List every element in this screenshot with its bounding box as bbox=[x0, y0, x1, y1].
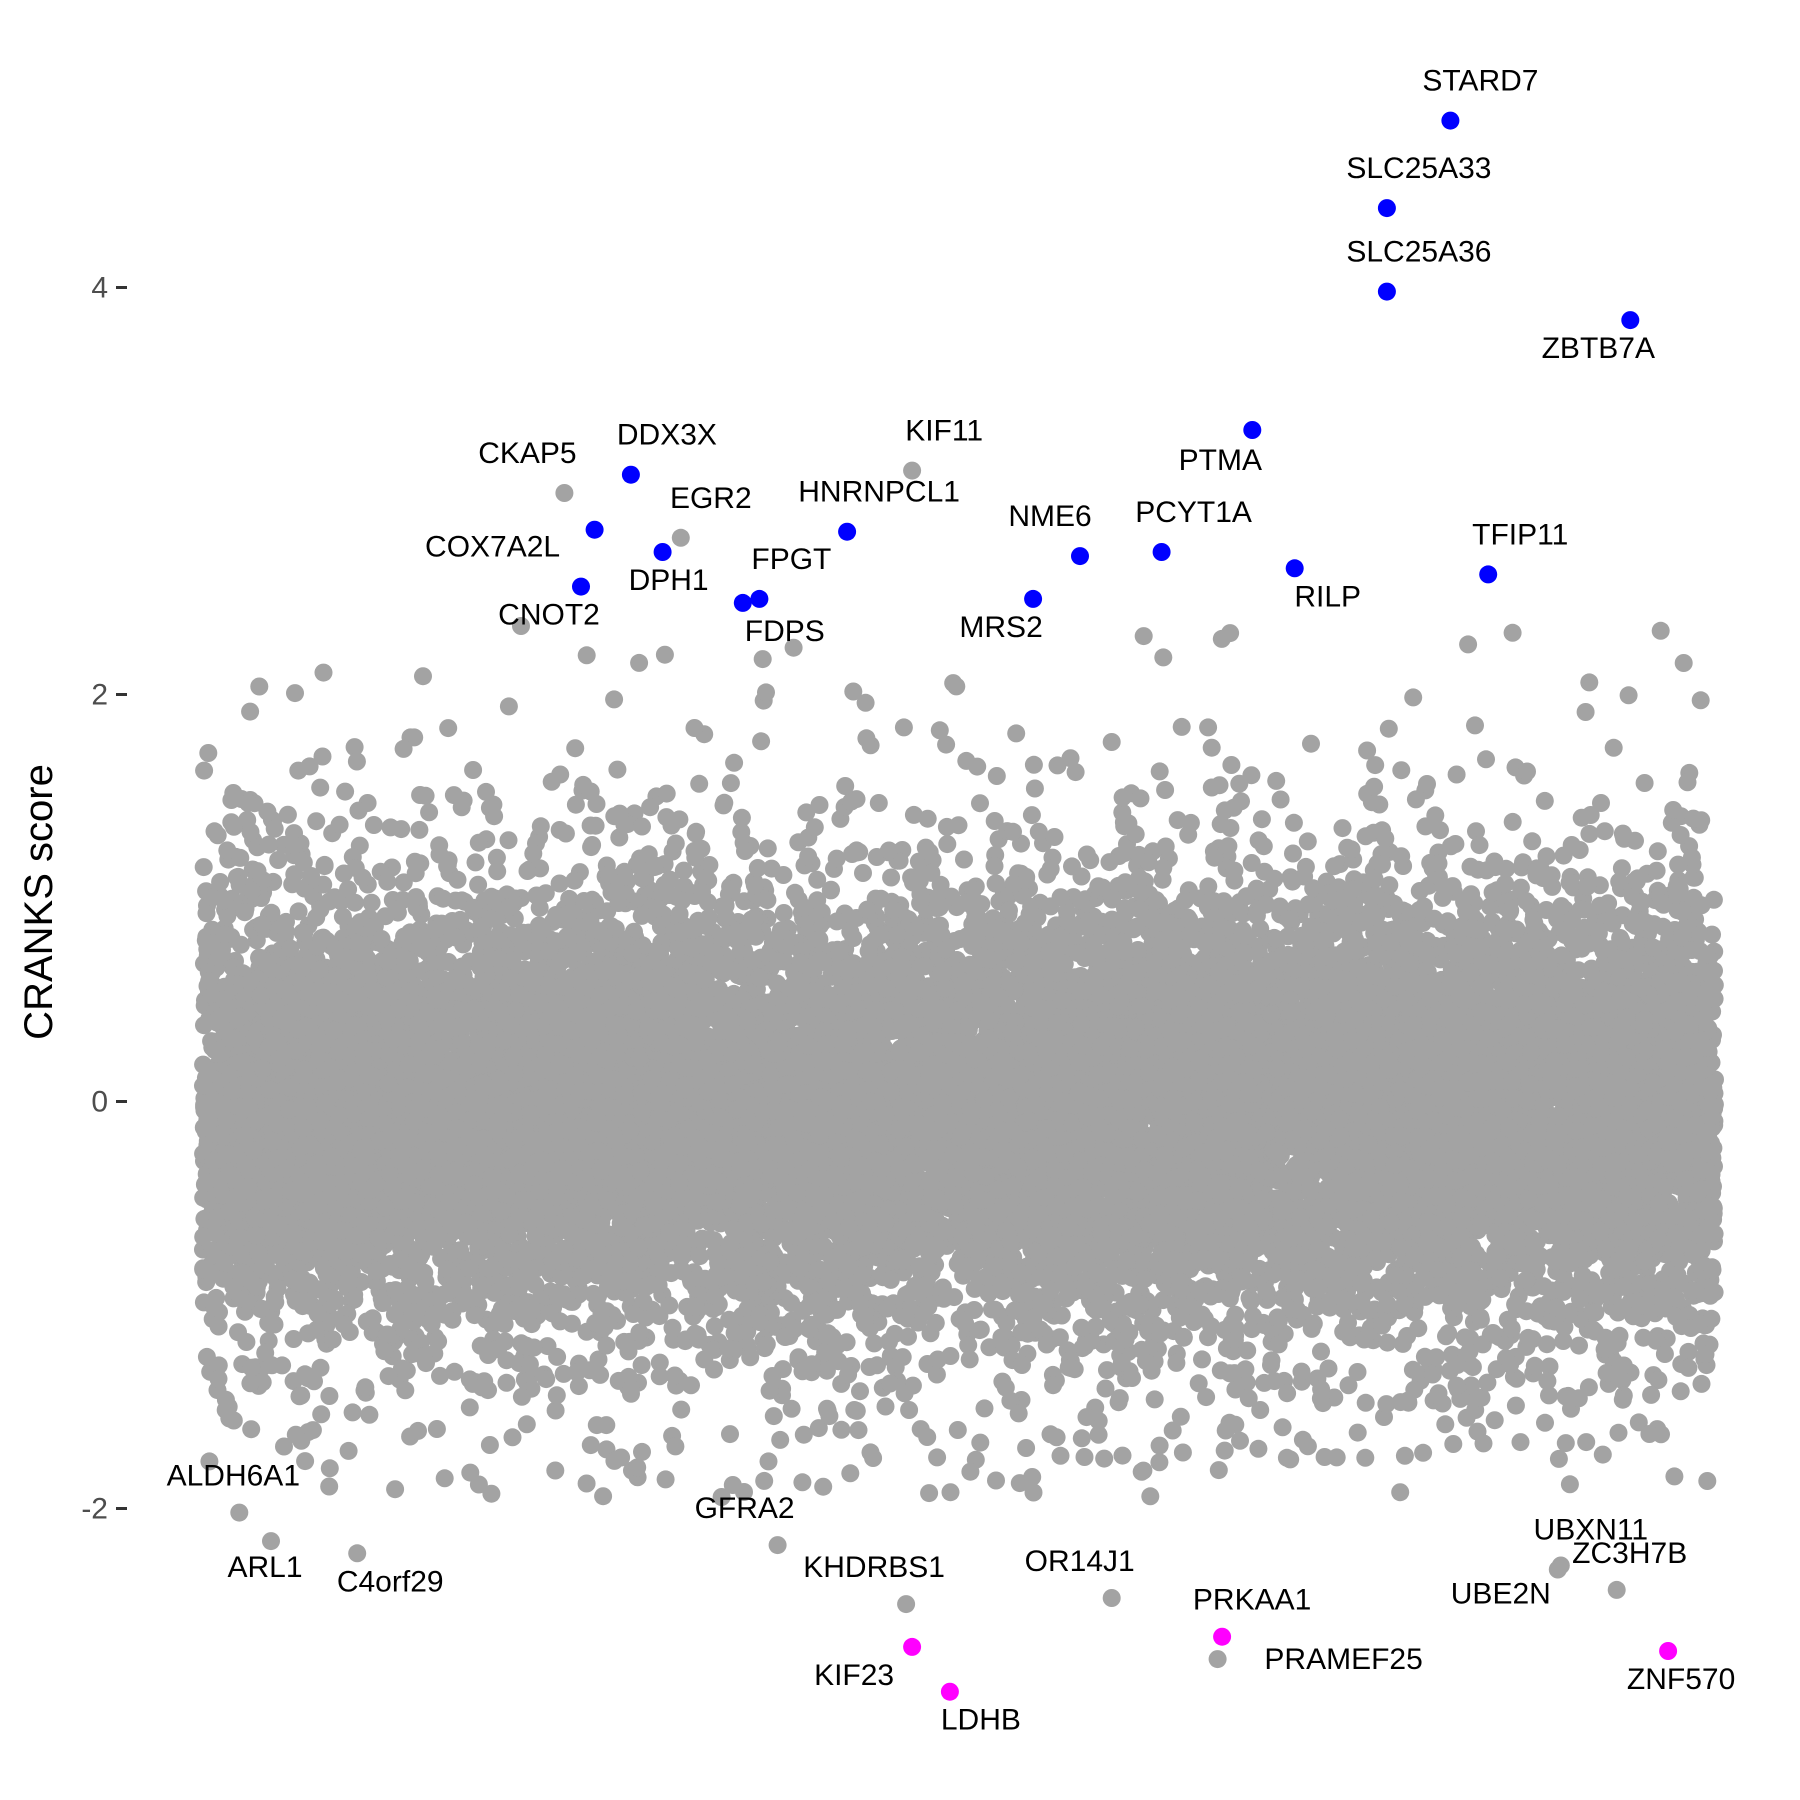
background-point bbox=[1404, 688, 1423, 707]
background-point bbox=[764, 1407, 783, 1426]
background-point bbox=[1671, 1382, 1690, 1401]
background-point bbox=[856, 693, 875, 712]
background-point bbox=[996, 1378, 1015, 1397]
background-point bbox=[465, 1306, 484, 1325]
background-point bbox=[844, 682, 863, 701]
background-point bbox=[194, 858, 213, 877]
background-point bbox=[900, 1401, 919, 1419]
background-point bbox=[1134, 627, 1153, 646]
background-point bbox=[1540, 1386, 1558, 1405]
background-point bbox=[975, 1399, 994, 1418]
background-point bbox=[971, 1433, 990, 1452]
background-point bbox=[1535, 791, 1554, 810]
background-point bbox=[759, 1452, 778, 1471]
background-point bbox=[784, 638, 803, 657]
background-point bbox=[1222, 756, 1241, 774]
background-point bbox=[1698, 1472, 1717, 1490]
background-point bbox=[1580, 673, 1599, 692]
background-point bbox=[362, 893, 381, 912]
background-point bbox=[755, 1471, 774, 1490]
background-point bbox=[566, 795, 585, 814]
background-point bbox=[546, 1461, 565, 1480]
background-point bbox=[512, 617, 530, 635]
background-point bbox=[1619, 686, 1638, 705]
background-point bbox=[1409, 1319, 1428, 1338]
background-point bbox=[1418, 775, 1436, 793]
background-point bbox=[320, 1477, 339, 1496]
background-point bbox=[312, 1405, 331, 1424]
background-point bbox=[685, 719, 704, 737]
background-point bbox=[1556, 1434, 1575, 1453]
background-point bbox=[705, 1360, 723, 1379]
background-point bbox=[1265, 869, 1284, 888]
background-point bbox=[1678, 773, 1697, 792]
background-point bbox=[987, 767, 1006, 785]
background-point bbox=[1379, 719, 1398, 738]
background-point bbox=[876, 1397, 895, 1416]
background-point bbox=[420, 803, 439, 822]
background-point bbox=[469, 875, 488, 894]
background-point bbox=[865, 1334, 884, 1353]
background-point bbox=[1072, 1429, 1091, 1448]
background-point bbox=[1100, 853, 1119, 872]
background-point bbox=[1366, 756, 1385, 775]
background-point bbox=[758, 839, 777, 858]
background-point bbox=[1485, 1411, 1504, 1430]
background-point bbox=[1536, 1413, 1554, 1432]
background-point bbox=[903, 1376, 922, 1395]
background-point bbox=[985, 812, 1004, 830]
background-point bbox=[429, 1332, 448, 1351]
background-point bbox=[741, 1348, 760, 1367]
background-point bbox=[987, 874, 1006, 893]
background-point bbox=[1378, 1333, 1397, 1352]
background-point bbox=[1455, 1328, 1474, 1347]
background-point bbox=[1511, 878, 1530, 897]
background-point bbox=[1595, 822, 1614, 841]
background-points bbox=[194, 617, 1724, 1506]
background-point bbox=[605, 690, 624, 709]
background-point bbox=[577, 646, 596, 665]
background-point bbox=[1095, 1449, 1114, 1468]
background-point bbox=[314, 663, 333, 682]
background-point bbox=[1154, 648, 1173, 667]
background-point bbox=[1017, 1439, 1036, 1457]
background-point bbox=[1477, 750, 1495, 769]
background-point bbox=[712, 1488, 731, 1506]
background-point bbox=[869, 794, 888, 812]
background-point bbox=[1459, 635, 1478, 654]
background-point bbox=[577, 1474, 596, 1493]
background-point bbox=[732, 808, 751, 827]
background-point bbox=[1395, 1446, 1414, 1465]
background-point bbox=[1025, 779, 1044, 798]
background-point bbox=[980, 1338, 999, 1357]
background-point bbox=[1570, 1336, 1588, 1355]
background-point bbox=[938, 835, 957, 854]
background-point bbox=[721, 774, 740, 793]
background-point bbox=[774, 904, 793, 922]
background-point bbox=[1156, 781, 1175, 799]
background-point bbox=[364, 816, 383, 834]
background-point bbox=[435, 1469, 454, 1488]
background-point bbox=[1439, 1324, 1458, 1343]
background-point bbox=[1648, 842, 1667, 861]
background-point bbox=[832, 1420, 851, 1439]
background-point bbox=[343, 1403, 362, 1422]
background-point bbox=[630, 653, 649, 672]
background-point bbox=[1098, 1361, 1116, 1380]
background-point bbox=[1604, 738, 1623, 757]
background-point bbox=[1692, 1374, 1711, 1393]
background-point bbox=[229, 1323, 247, 1342]
